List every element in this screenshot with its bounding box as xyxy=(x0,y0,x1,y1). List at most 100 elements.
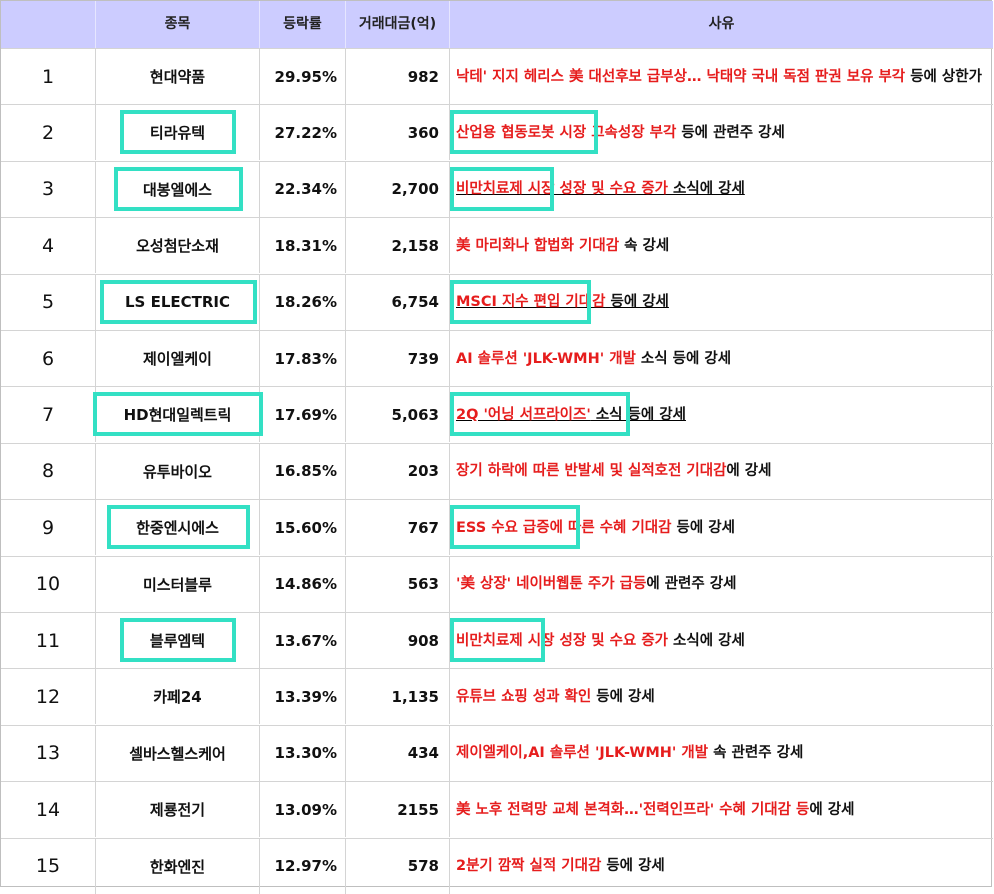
stock-name: 오성첨단소재 xyxy=(96,218,260,274)
change-rate: 16.85% xyxy=(260,443,346,499)
trading-volume: 767 xyxy=(346,500,450,556)
stock-name: 현대약품 xyxy=(96,49,260,104)
reason-highlight: 낙테' 지지 헤리스 美 대선후보 급부상… 낙태약 국내 독점 판권 보유 부… xyxy=(456,68,906,85)
trading-volume: 5,063 xyxy=(346,387,450,443)
trading-volume: 1,135 xyxy=(346,669,450,725)
reason-suffix: 에 강세 xyxy=(809,801,855,818)
table-row: 4 오성첨단소재 18.31% 2,158 美 마리화나 합법화 기대감 속 강세 xyxy=(1,217,993,274)
trading-volume: 2,158 xyxy=(346,218,450,274)
header-reason: 사유 xyxy=(708,16,735,32)
trading-volume: 739 xyxy=(346,331,450,386)
change-rate: 18.26% xyxy=(260,274,346,330)
stock-name: 한중엔시에스 xyxy=(96,500,260,556)
reason-suffix: 등에 강세 xyxy=(605,294,669,311)
trading-volume: 908 xyxy=(346,613,450,668)
row-number: 12 xyxy=(1,669,96,725)
change-rate: 15.60% xyxy=(260,500,346,556)
reason-cell: 2Q '어닝 서프라이즈' 소식 등에 강세 xyxy=(450,387,993,442)
change-rate: 13.09% xyxy=(260,782,346,838)
table-row: 15 한화엔진 12.97% 578 2분기 깜짝 실적 기대감 등에 강세 xyxy=(1,837,993,894)
stock-name: HD현대일렉트릭 xyxy=(93,387,263,443)
table-row: 13 셀바스헬스케어 13.30% 434 제이엘케이,AI 솔루션 'JLK-WMH'… xyxy=(1,724,993,781)
reason-suffix: 에 강세 xyxy=(726,463,772,480)
row-number: 13 xyxy=(1,725,96,781)
reason-suffix: 등에 강세 xyxy=(601,858,665,875)
reason-highlight: 비만치료제 시장 성장 및 수요 증가 xyxy=(456,632,668,649)
table-row: 3 대봉엘에스 22.34% 2,700 비만치료제 시장 성장 및 수요 증가 소식에… xyxy=(1,160,993,217)
stock-name: LS ELECTRIC xyxy=(96,274,260,330)
stock-name-text: 현대약품 xyxy=(149,68,206,86)
row-number: 14 xyxy=(1,782,96,838)
change-rate: 22.34% xyxy=(260,161,346,217)
row-number: 11 xyxy=(1,613,96,668)
stock-name-text: 한화엔진 xyxy=(149,857,206,876)
reason-highlight: 장기 하락에 따른 반발세 및 실적호전 기대감 xyxy=(456,463,727,480)
reason-cell: 장기 하락에 따른 반발세 및 실적호전 기대감에 강세 xyxy=(450,444,993,499)
table-row: 7 HD현대일렉트릭 17.69% 5,063 2Q '어닝 서프라이즈' 소식 등에 … xyxy=(1,386,993,443)
stock-name: 유투바이오 xyxy=(96,443,260,499)
row-number: 15 xyxy=(1,838,96,894)
change-rate: 27.22% xyxy=(260,105,346,161)
stock-name: 블루엠텍 xyxy=(96,613,260,668)
row-number: 2 xyxy=(1,105,96,161)
reason-suffix: 소식 등에 강세 xyxy=(590,406,686,423)
row-number: 9 xyxy=(1,500,96,556)
stock-name-text: HD현대일렉트릭 xyxy=(123,406,232,425)
header-no xyxy=(1,1,96,48)
change-rate: 17.83% xyxy=(260,331,346,386)
reason-highlight: 2분기 깜짝 실적 기대감 xyxy=(456,858,602,875)
reason-cell: 비만치료제 시장 성장 및 수요 증가 소식에 강세 xyxy=(450,162,993,217)
stock-name: 제룡전기 xyxy=(96,782,260,838)
reason-cell: AI 솔루션 'JLK-WMH' 개발 소식 등에 강세 xyxy=(450,331,993,386)
trading-volume: 203 xyxy=(346,443,450,499)
reason-suffix: 소식 등에 강세 xyxy=(635,350,732,367)
change-rate: 18.31% xyxy=(260,218,346,274)
table-row: 2 티라유텍 27.22% 360 산업용 협동로봇 시장 고속성장 부각 등에 관련주… xyxy=(1,104,993,161)
change-rate: 14.86% xyxy=(260,556,346,612)
stock-name-text: 제룡전기 xyxy=(149,801,206,820)
stock-name: 제이엘케이 xyxy=(96,331,260,386)
change-rate: 13.39% xyxy=(260,669,346,725)
row-number: 1 xyxy=(1,49,96,104)
table-row: 14 제룡전기 13.09% 2155 美 노후 전력망 교체 본격화…'전력인프라' … xyxy=(1,781,993,838)
reason-highlight: AI 솔루션 'JLK-WMH' 개발 xyxy=(456,350,636,367)
stock-name: 미스터블루 xyxy=(96,556,260,612)
reason-cell: MSCI 지수 편입 기대감 등에 강세 xyxy=(450,275,993,330)
change-rate: 13.67% xyxy=(260,613,346,668)
change-rate: 13.30% xyxy=(260,725,346,781)
reason-cell: 2분기 깜짝 실적 기대감 등에 강세 xyxy=(450,839,993,894)
reason-highlight: '美 상장' 네이버웹툰 주가 급등 xyxy=(456,576,647,593)
reason-cell: 美 노후 전력망 교체 본격화…'전력인프라' 수혜 기대감 등에 강세 xyxy=(450,782,993,837)
row-number: 7 xyxy=(1,387,96,443)
stock-name-text: 유투바이오 xyxy=(142,462,212,481)
stock-name: 한화엔진 xyxy=(96,838,260,894)
trading-volume: 6,754 xyxy=(346,274,450,330)
header-rate: 등락률 xyxy=(260,1,346,48)
reason-highlight: 비만치료제 시장 성장 및 수요 증가 xyxy=(456,181,668,198)
trading-volume: 2,700 xyxy=(346,161,450,217)
stock-name-text: 오성첨단소재 xyxy=(136,237,219,256)
reason-cell: 유튜브 쇼핑 성과 확인 등에 강세 xyxy=(450,669,993,724)
row-number: 6 xyxy=(1,331,96,386)
stock-name-text: 블루엠텍 xyxy=(149,632,206,650)
stock-name: 카페24 xyxy=(96,669,260,725)
stock-name-text: 티라유텍 xyxy=(149,124,206,143)
header-volume: 거래대금(억) xyxy=(346,1,450,48)
row-number: 10 xyxy=(1,556,96,612)
table-row: 6 제이엘케이 17.83% 739 AI 솔루션 'JLK-WMH' 개발 소식 등에… xyxy=(1,330,993,386)
stock-name: 대봉엘에스 xyxy=(96,161,260,217)
stock-name-text: LS ELECTRIC xyxy=(124,293,230,312)
reason-cell: 산업용 협동로봇 시장 고속성장 부각 등에 관련주 강세 xyxy=(450,105,993,160)
stock-name: 티라유텍 xyxy=(96,105,260,161)
row-number: 8 xyxy=(1,443,96,499)
reason-highlight: 유튜브 쇼핑 성과 확인 xyxy=(456,688,592,705)
table-row: 11 블루엠텍 13.67% 908 비만치료제 시장 성장 및 수요 증가 소식에 강… xyxy=(1,612,993,668)
reason-highlight: MSCI 지수 편입 기대감 xyxy=(456,294,606,311)
reason-cell: 낙테' 지지 헤리스 美 대선후보 급부상… 낙태약 국내 독점 판권 보유 부… xyxy=(450,49,993,104)
trading-volume: 360 xyxy=(346,105,450,161)
table-header: 종목 등락률 거래대금(억) 사유 xyxy=(1,1,993,48)
table-row: 10 미스터블루 14.86% 563 '美 상장' 네이버웹툰 주가 급등에 관련주 … xyxy=(1,555,993,612)
reason-cell: ESS 수요 급증에 따른 수혜 기대감 등에 강세 xyxy=(450,500,993,555)
reason-suffix: 속 강세 xyxy=(619,237,670,254)
